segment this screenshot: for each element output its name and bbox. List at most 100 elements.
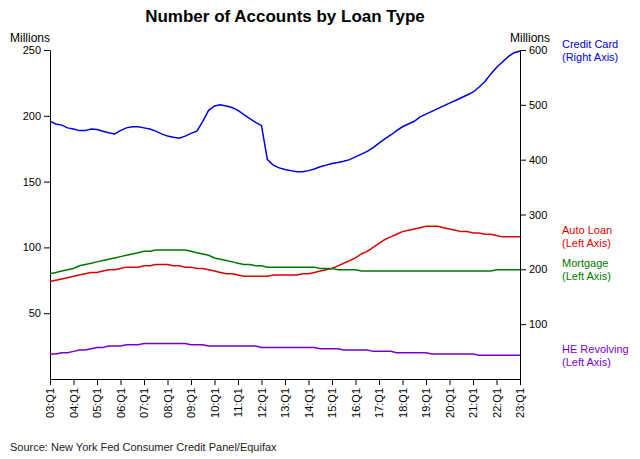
y2-axis-tick: 600: [520, 44, 547, 56]
tick-mark: [520, 324, 526, 325]
series-labels: Credit Card(Right Axis)Auto Loan(Left Ax…: [562, 38, 629, 367]
x-tick: 21:Q1: [467, 379, 479, 418]
tick-mark: [50, 379, 51, 385]
tick-mark: [74, 379, 75, 385]
tick-mark: [520, 269, 526, 270]
tick-mark: [191, 379, 192, 385]
x-tick-label: 11:Q1: [232, 388, 244, 417]
y-axis-tick: 50: [29, 307, 50, 319]
y2-axis-label: Millions: [510, 31, 550, 45]
source: Source: New York Fed Consumer Credit Pan…: [10, 441, 277, 453]
tick-mark: [520, 379, 521, 385]
series-line: [50, 250, 520, 274]
x-tick: 20:Q1: [444, 379, 456, 418]
tick-mark: [44, 313, 50, 314]
tick-mark: [450, 379, 451, 385]
tick-mark: [356, 379, 357, 385]
tick-mark: [426, 379, 427, 385]
y-axis-tick-label: 150: [23, 176, 41, 188]
y-axis-tick-label: 200: [23, 110, 41, 122]
tick-mark: [238, 379, 239, 385]
x-tick-label: 15:Q1: [326, 388, 338, 418]
series-label: HE Revolving(Left Axis): [562, 343, 629, 368]
x-tick: 06:Q1: [115, 379, 127, 418]
y2-axis-tick-label: 600: [529, 44, 547, 56]
x-tick: 14:Q1: [303, 379, 315, 418]
tick-mark: [379, 379, 380, 385]
x-tick-label: 09:Q1: [185, 388, 197, 418]
x-tick-label: 18:Q1: [397, 388, 409, 418]
x-tick: 17:Q1: [373, 379, 385, 418]
y2-axis-tick-label: 500: [529, 99, 547, 111]
tick-mark: [44, 182, 50, 183]
tick-mark: [520, 50, 526, 51]
y-axis: 50 100 150 200 250: [23, 44, 51, 379]
tick-mark: [168, 379, 169, 385]
x-tick: 19:Q1: [420, 379, 432, 418]
tick-mark: [520, 105, 526, 106]
y-axis-tick-label: 50: [29, 307, 41, 319]
y-axis-tick: 100: [23, 241, 50, 253]
tick-mark: [403, 379, 404, 385]
x-tick: 07:Q1: [138, 379, 150, 418]
axis-line: [50, 51, 51, 380]
y2-axis-tick: 100: [520, 318, 547, 330]
y-axis-tick-label: 250: [23, 44, 41, 56]
y2-axis-tick-label: 300: [529, 209, 547, 221]
tick-mark: [97, 379, 98, 385]
x-tick: 10:Q1: [209, 379, 221, 418]
series-line: [50, 226, 520, 281]
x-tick-label: 12:Q1: [256, 388, 268, 418]
x-tick-label: 08:Q1: [162, 388, 174, 418]
series-line: [50, 343, 520, 355]
y2-axis-tick-label: 400: [529, 154, 547, 166]
x-tick-label: 13:Q1: [279, 388, 291, 418]
tick-mark: [520, 215, 526, 216]
y-axis-label: Millions: [10, 31, 50, 45]
y2-axis-tick: 500: [520, 99, 547, 111]
x-tick: 05:Q1: [91, 379, 103, 418]
y2-axis: 100 200 300 400 500 600: [520, 44, 547, 379]
chart: 03:Q1 04:Q1 05:Q1 06:Q1 07:Q1 08:Q1 09:Q1 10:Q1…: [0, 0, 640, 459]
tick-mark: [285, 379, 286, 385]
x-tick: 18:Q1: [397, 379, 409, 418]
x-tick-label: 03:Q1: [44, 388, 56, 418]
x-tick-label: 17:Q1: [373, 388, 385, 418]
y-axis-tick-label: 100: [23, 241, 41, 253]
x-tick: 04:Q1: [68, 379, 80, 418]
y2-axis-tick: 200: [520, 263, 547, 275]
x-tick-label: 23:Q1: [514, 388, 526, 418]
x-tick-label: 20:Q1: [444, 388, 456, 418]
tick-mark: [497, 379, 498, 385]
x-tick: 12:Q1: [256, 379, 268, 418]
x-tick-label: 10:Q1: [209, 388, 221, 418]
x-tick-label: 14:Q1: [303, 388, 315, 418]
tick-mark: [44, 247, 50, 248]
tick-mark: [44, 50, 50, 51]
x-tick: 11:Q1: [232, 379, 244, 417]
x-tick-label: 07:Q1: [138, 388, 150, 418]
tick-mark: [473, 379, 474, 385]
series-label: Credit Card(Right Axis): [562, 38, 618, 63]
tick-mark: [332, 379, 333, 385]
series-label: Mortgage(Left Axis): [562, 257, 611, 282]
x-tick: 03:Q1: [44, 379, 56, 418]
x-tick: 13:Q1: [279, 379, 291, 418]
tick-mark: [520, 160, 526, 161]
x-tick-label: 06:Q1: [115, 388, 127, 418]
x-tick: 15:Q1: [326, 379, 338, 418]
tick-mark: [262, 379, 263, 385]
x-tick: 09:Q1: [185, 379, 197, 418]
lines: [50, 51, 520, 355]
x-tick-label: 05:Q1: [91, 388, 103, 418]
y2-axis-tick: 400: [520, 154, 547, 166]
y2-axis-tick-label: 200: [529, 263, 547, 275]
y2-axis-tick: 300: [520, 209, 547, 221]
x-tick: 22:Q1: [491, 379, 503, 418]
tick-mark: [215, 379, 216, 385]
x-tick: 08:Q1: [162, 379, 174, 418]
x-axis: 03:Q1 04:Q1 05:Q1 06:Q1 07:Q1 08:Q1 09:Q1 10:Q1…: [44, 379, 526, 418]
tick-mark: [44, 116, 50, 117]
y-axis-tick: 200: [23, 110, 50, 122]
x-tick-label: 22:Q1: [491, 388, 503, 418]
